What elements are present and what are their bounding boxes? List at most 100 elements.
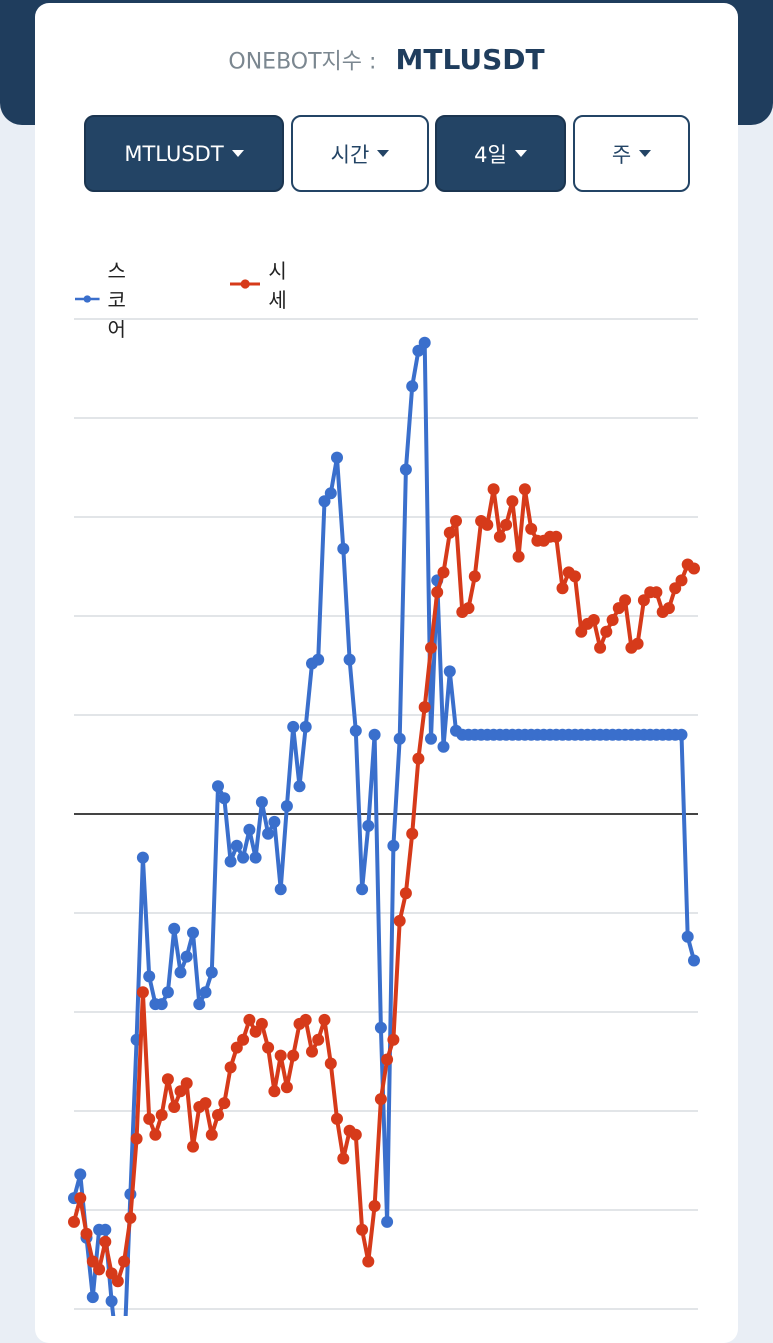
data-point-score[interactable] xyxy=(168,922,181,935)
data-point-price[interactable] xyxy=(306,1045,318,1058)
data-point-price[interactable] xyxy=(274,1049,287,1062)
data-point-price[interactable] xyxy=(487,483,500,496)
data-point-price[interactable] xyxy=(287,1049,300,1062)
data-point-price[interactable] xyxy=(74,1192,87,1205)
data-point-price[interactable] xyxy=(99,1235,112,1248)
data-point-score[interactable] xyxy=(218,792,231,805)
data-point-score[interactable] xyxy=(312,653,325,666)
data-point-price[interactable] xyxy=(324,1057,337,1070)
data-point-score[interactable] xyxy=(199,986,212,999)
data-point-price[interactable] xyxy=(356,1223,369,1236)
data-point-price[interactable] xyxy=(224,1061,237,1074)
data-point-score[interactable] xyxy=(331,451,343,464)
data-point-score[interactable] xyxy=(99,1223,112,1236)
data-point-price[interactable] xyxy=(506,495,519,508)
data-point-price[interactable] xyxy=(130,1132,143,1145)
data-point-price[interactable] xyxy=(431,586,444,599)
data-point-price[interactable] xyxy=(168,1101,181,1113)
data-point-score[interactable] xyxy=(362,819,375,832)
data-point-price[interactable] xyxy=(443,526,456,539)
data-point-score[interactable] xyxy=(180,950,193,963)
data-point-price[interactable] xyxy=(650,586,663,599)
data-point-score[interactable] xyxy=(418,336,431,349)
data-point-price[interactable] xyxy=(418,701,431,714)
data-point-score[interactable] xyxy=(86,1291,99,1304)
data-point-score[interactable] xyxy=(212,780,224,793)
data-point-score[interactable] xyxy=(406,380,419,393)
data-point-score[interactable] xyxy=(343,653,356,666)
data-point-price[interactable] xyxy=(481,518,494,531)
unit-select-button[interactable]: 시간 xyxy=(291,115,429,192)
data-point-price[interactable] xyxy=(212,1109,224,1121)
data-point-price[interactable] xyxy=(262,1041,275,1054)
data-point-price[interactable] xyxy=(331,1112,343,1125)
data-point-price[interactable] xyxy=(80,1227,93,1240)
data-point-price[interactable] xyxy=(594,641,607,654)
data-point-score[interactable] xyxy=(399,463,412,476)
data-point-price[interactable] xyxy=(393,914,406,927)
data-point-score[interactable] xyxy=(205,966,218,979)
data-point-price[interactable] xyxy=(569,570,581,583)
data-point-score[interactable] xyxy=(349,724,362,737)
data-point-score[interactable] xyxy=(381,1215,394,1228)
data-point-price[interactable] xyxy=(518,483,531,496)
data-point-price[interactable] xyxy=(631,637,644,650)
data-point-price[interactable] xyxy=(299,1013,312,1026)
data-point-price[interactable] xyxy=(399,887,412,900)
data-point-price[interactable] xyxy=(205,1128,218,1141)
data-point-score[interactable] xyxy=(293,780,306,793)
data-point-price[interactable] xyxy=(525,522,538,535)
data-point-score[interactable] xyxy=(143,970,156,983)
data-point-price[interactable] xyxy=(493,530,506,543)
data-point-price[interactable] xyxy=(368,1200,381,1212)
data-point-price[interactable] xyxy=(312,1033,325,1046)
data-point-score[interactable] xyxy=(224,855,237,868)
data-point-score[interactable] xyxy=(74,1168,87,1181)
data-point-price[interactable] xyxy=(468,570,481,583)
data-point-price[interactable] xyxy=(255,1017,268,1030)
data-point-price[interactable] xyxy=(675,574,688,587)
data-point-price[interactable] xyxy=(662,602,675,615)
data-point-score[interactable] xyxy=(675,728,688,741)
data-point-price[interactable] xyxy=(143,1112,156,1125)
data-point-price[interactable] xyxy=(318,1013,331,1026)
data-point-score[interactable] xyxy=(425,732,437,745)
data-point-price[interactable] xyxy=(374,1093,387,1106)
data-point-score[interactable] xyxy=(174,966,187,979)
data-point-price[interactable] xyxy=(149,1128,162,1141)
data-point-score[interactable] xyxy=(255,796,268,809)
data-point-price[interactable] xyxy=(218,1097,231,1110)
data-point-score[interactable] xyxy=(187,926,199,939)
data-point-price[interactable] xyxy=(349,1128,362,1141)
data-point-price[interactable] xyxy=(587,614,600,626)
data-point-price[interactable] xyxy=(124,1211,137,1224)
data-point-price[interactable] xyxy=(387,1033,400,1046)
data-point-price[interactable] xyxy=(136,986,149,999)
data-point-price[interactable] xyxy=(111,1275,124,1288)
data-point-price[interactable] xyxy=(93,1263,106,1276)
data-point-price[interactable] xyxy=(500,518,513,531)
data-point-score[interactable] xyxy=(193,998,206,1011)
data-point-price[interactable] xyxy=(425,641,437,654)
data-point-price[interactable] xyxy=(337,1152,350,1165)
data-point-score[interactable] xyxy=(337,542,350,555)
data-point-score[interactable] xyxy=(387,839,400,852)
data-point-score[interactable] xyxy=(262,827,275,840)
data-point-score[interactable] xyxy=(243,823,256,836)
data-point-price[interactable] xyxy=(437,566,450,579)
data-point-price[interactable] xyxy=(550,530,563,543)
data-point-score[interactable] xyxy=(161,986,174,999)
data-point-score[interactable] xyxy=(268,815,281,828)
data-point-score[interactable] xyxy=(324,487,337,500)
data-point-score[interactable] xyxy=(155,998,168,1011)
data-point-price[interactable] xyxy=(462,602,475,615)
data-point-price[interactable] xyxy=(268,1085,281,1098)
data-point-score[interactable] xyxy=(393,732,406,745)
data-point-score[interactable] xyxy=(681,930,694,943)
data-point-score[interactable] xyxy=(274,883,287,896)
data-point-price[interactable] xyxy=(155,1109,168,1121)
data-point-score[interactable] xyxy=(230,839,243,852)
data-point-score[interactable] xyxy=(280,800,293,813)
symbol-select-button[interactable]: MTLUSDT xyxy=(84,115,284,192)
data-point-price[interactable] xyxy=(187,1140,199,1153)
